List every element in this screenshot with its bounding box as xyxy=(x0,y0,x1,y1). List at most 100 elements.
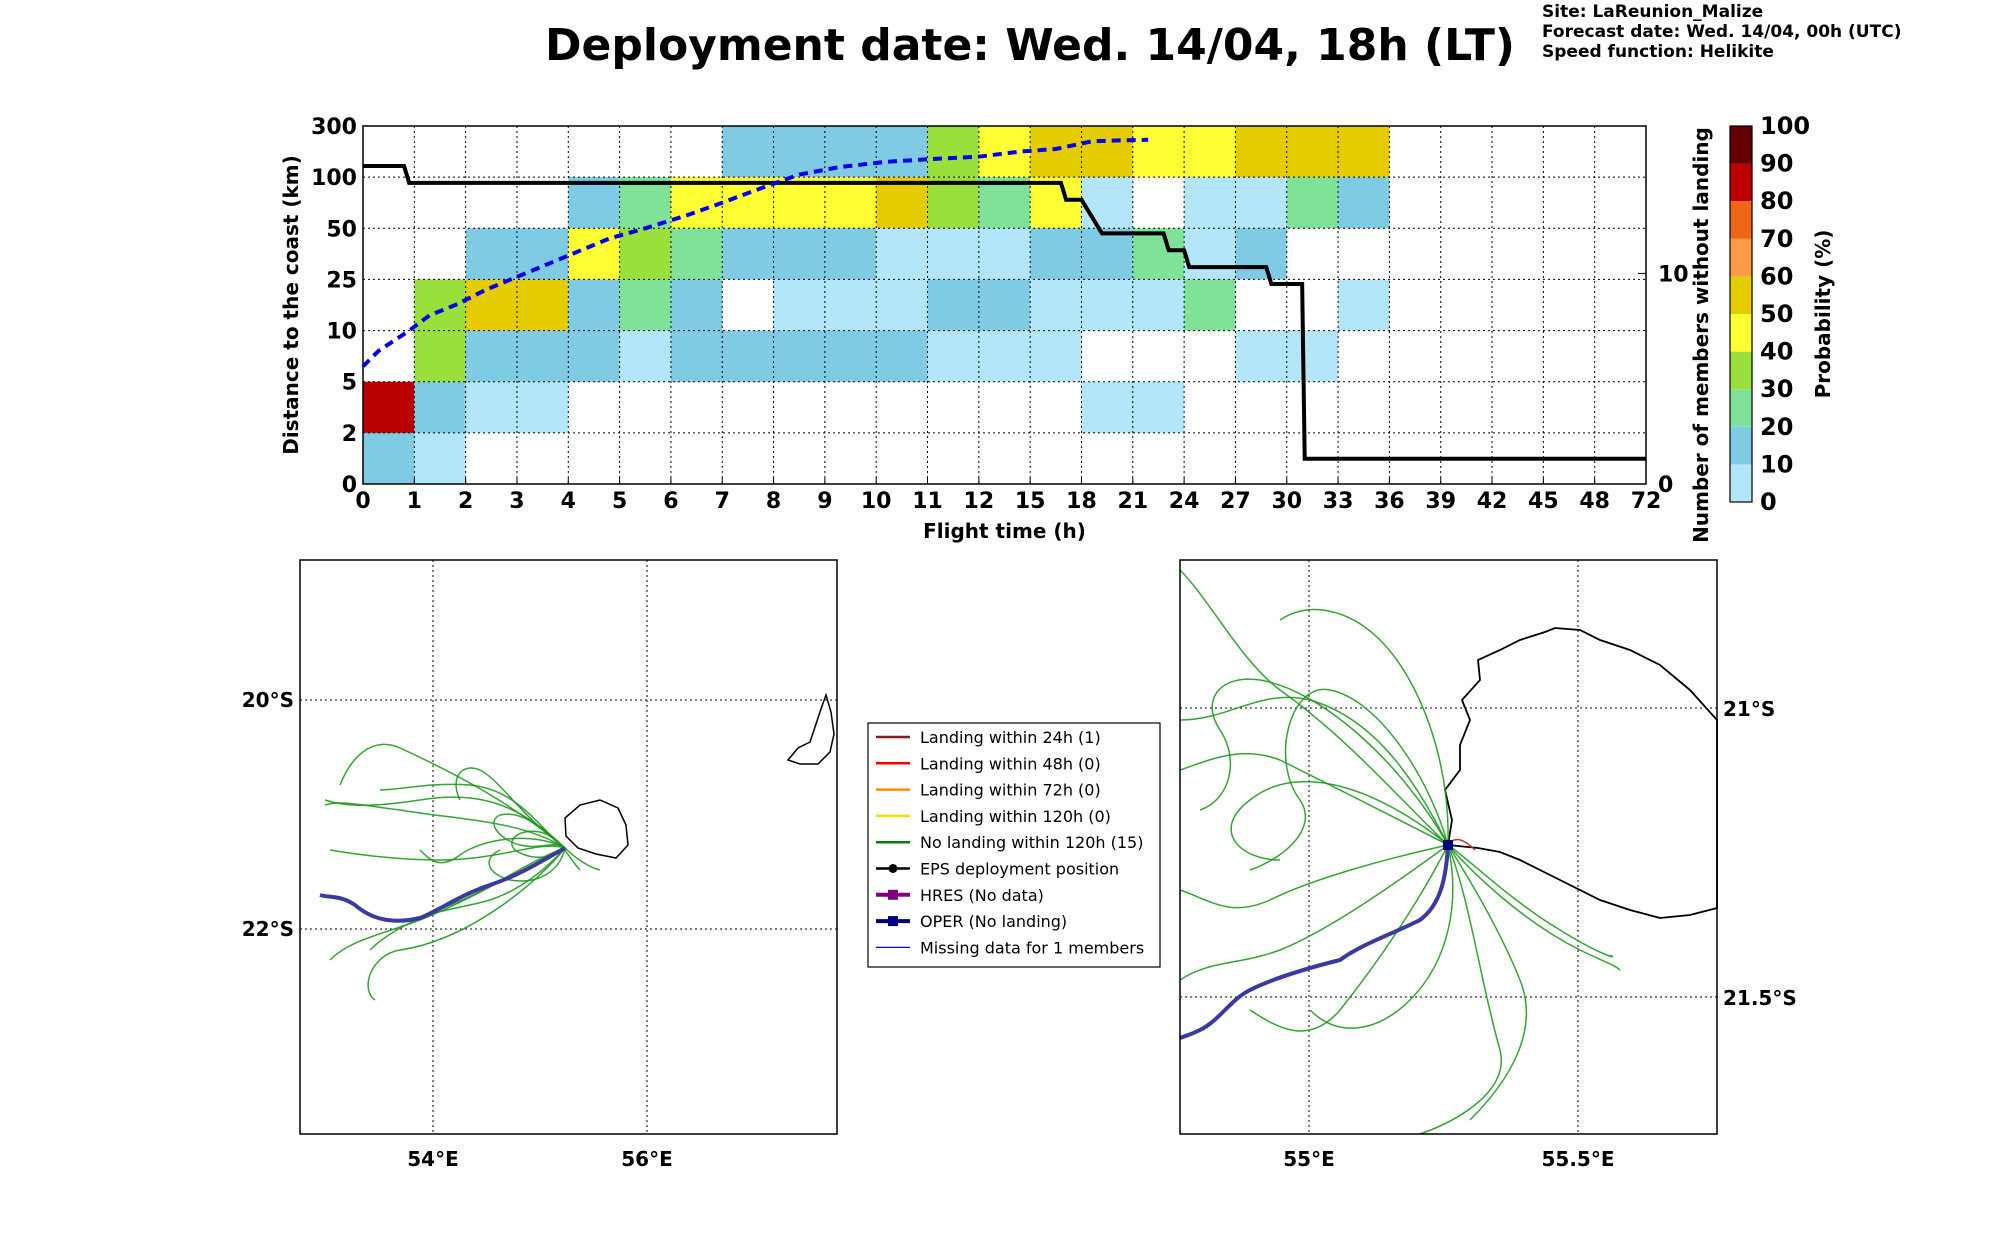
colorbar-segment xyxy=(1730,351,1752,390)
trajectory-no-landing xyxy=(1179,752,1449,846)
heatmap-cell xyxy=(773,279,928,331)
y-tick-label: 0 xyxy=(342,473,357,498)
x-tick-label: 1 xyxy=(407,489,422,514)
legend-label: Landing within 72h (0) xyxy=(920,781,1101,800)
heatmap-cell xyxy=(1235,228,1287,280)
trajectory-no-landing xyxy=(1199,678,1449,846)
x-tick-label: 2 xyxy=(458,489,473,514)
legend-marker xyxy=(888,889,898,900)
colorbar-segment xyxy=(1730,163,1752,202)
trajectory-no-landing xyxy=(419,837,566,864)
trajectory-no-landing xyxy=(1447,844,1528,1121)
colorbar-segment xyxy=(1730,314,1752,352)
colorbar-frame xyxy=(1729,125,1753,503)
lat-label: 21°S xyxy=(1723,697,1775,721)
heatmap-cell xyxy=(1235,126,1390,178)
x-tick-label: 42 xyxy=(1477,489,1508,514)
legend-marker xyxy=(888,864,898,873)
x-tick-label: 18 xyxy=(1066,489,1097,514)
legend-label: Missing data for 1 members xyxy=(920,938,1144,957)
heatmap-cell xyxy=(1338,279,1390,331)
heatmap-cell xyxy=(722,228,877,280)
x-tick-label: 5 xyxy=(612,489,627,514)
legend-label: Landing within 48h (0) xyxy=(920,754,1101,773)
x-tick-label: 30 xyxy=(1271,489,1302,514)
heatmap-cell xyxy=(414,330,466,382)
colorbar-segment xyxy=(1730,201,1752,239)
colorbar-segment xyxy=(1730,276,1752,314)
colorbar-tick-label: 80 xyxy=(1760,187,1793,215)
x-tick-label: 36 xyxy=(1374,489,1405,514)
trajectory-no-landing xyxy=(1179,569,1449,846)
x-tick-label: 48 xyxy=(1579,489,1610,514)
forecast-meta: Site: LaReunion_Malize Forecast date: We… xyxy=(1542,2,1901,62)
mauritius-island xyxy=(786,692,835,765)
map-frame xyxy=(1179,559,1718,1135)
heatmap-cell xyxy=(1030,177,1082,229)
map-zoomed: 55°E 55.5°E 21°S 21.5°S xyxy=(1179,559,1797,1171)
trajectory-no-landing xyxy=(1447,844,1614,958)
trajectory-no-landing xyxy=(409,847,566,921)
y-tick-label: 300 xyxy=(311,115,357,140)
heatmap-cell xyxy=(1338,177,1390,229)
x-tick-label: 39 xyxy=(1425,489,1456,514)
y2-tick-label: 0 xyxy=(1658,473,1673,498)
heatmap-cell xyxy=(1081,177,1133,229)
x-tick-label: 72 xyxy=(1631,489,1662,514)
legend-label: No landing within 120h (15) xyxy=(920,833,1143,852)
x-tick-label: 7 xyxy=(715,489,730,514)
x-tick-label: 15 xyxy=(1015,489,1046,514)
site-label: Site: LaReunion_Malize xyxy=(1542,2,1764,22)
trajectory-oper xyxy=(1179,844,1450,1040)
trajectory-no-landing xyxy=(1230,780,1449,861)
lat-label: 22°S xyxy=(242,917,294,941)
heatmap-cell xyxy=(927,330,1082,382)
colorbar-tick-label: 60 xyxy=(1760,262,1793,290)
lon-label: 56°E xyxy=(621,1147,673,1171)
reunion-island xyxy=(564,799,629,859)
trajectory-no-landing xyxy=(1179,844,1449,909)
series-members-without-landing xyxy=(363,164,1646,461)
y-tick-label: 50 xyxy=(326,217,357,242)
colorbar-segment xyxy=(1730,126,1752,164)
y-axis-label: Distance to the coast (km) xyxy=(279,155,303,455)
x-tick-label: 27 xyxy=(1220,489,1251,514)
heatmap-cell xyxy=(363,381,415,433)
heatmap-cell xyxy=(1184,126,1236,178)
x-tick-label: 21 xyxy=(1117,489,1148,514)
heatmap-cell xyxy=(568,279,620,331)
colorbar-tick-label: 50 xyxy=(1760,300,1793,328)
heatmap-cell xyxy=(978,126,1031,178)
lon-label: 54°E xyxy=(407,1147,459,1171)
reunion-island xyxy=(1444,627,1718,919)
colorbar-tick-label: 20 xyxy=(1760,413,1793,441)
lat-label: 21.5°S xyxy=(1723,986,1797,1010)
trajectory-no-landing xyxy=(488,847,566,882)
x-tick-label: 24 xyxy=(1169,489,1200,514)
colorbar-segment xyxy=(1730,238,1752,277)
map-regional: 54°E 56°E 20°S 22°S xyxy=(242,559,838,1171)
heatmap-cell xyxy=(1286,177,1339,229)
plot-frame xyxy=(362,125,1647,485)
x-tick-label: 9 xyxy=(817,489,832,514)
trajectory-no-landing xyxy=(564,847,601,871)
heatmap-cell xyxy=(1132,126,1185,178)
heatmap-cell xyxy=(978,177,1031,229)
colorbar-tick-label: 70 xyxy=(1760,225,1793,253)
map-background xyxy=(300,560,837,1134)
x-tick-label: 0 xyxy=(355,489,370,514)
legend-label: OPER (No landing) xyxy=(920,912,1067,931)
colorbar-segment xyxy=(1730,426,1752,465)
x-tick-label: 3 xyxy=(509,489,524,514)
heatmap-cell xyxy=(363,432,415,484)
series-median-distance xyxy=(361,137,1149,368)
colorbar-segment xyxy=(1730,389,1752,427)
heatmap-cell xyxy=(670,330,928,382)
lat-label: 20°S xyxy=(242,688,294,712)
trajectory-no-landing xyxy=(1447,844,1621,971)
heatmap-cell xyxy=(414,432,466,484)
heatmap-cell xyxy=(619,279,671,331)
x-tick-label: 33 xyxy=(1323,489,1354,514)
colorbar-segment xyxy=(1730,464,1752,502)
